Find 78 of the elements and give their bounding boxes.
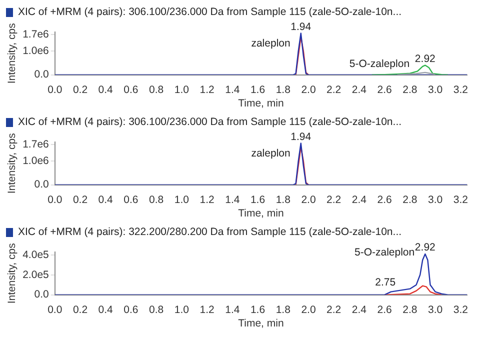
x-tick-label: 2.0 (301, 84, 316, 96)
y-tick-label: 2.0e5 (22, 268, 50, 281)
annotation: 2.75 (375, 276, 396, 288)
x-tick-label: 0.0 (48, 304, 62, 316)
y-tick-label: 1.0e6 (22, 44, 50, 57)
x-tick-label: 1.4 (225, 84, 240, 96)
x-tick-label: 2.6 (377, 194, 392, 206)
y-axis-title: Intensity, cps (6, 23, 18, 84)
x-tick-label: 2.6 (377, 84, 392, 96)
x-tick-label: 0.2 (72, 194, 88, 206)
x-tick-label: 2.2 (326, 194, 342, 206)
x-tick-label: 0.6 (124, 304, 138, 316)
x-tick-label: 3.0 (428, 84, 443, 96)
x-tick-label: 2.4 (352, 194, 367, 206)
x-tick-label: 2.0 (301, 194, 316, 206)
y-tick-label: 0.0 (34, 68, 50, 81)
annotation: zaleplon (251, 38, 290, 50)
x-tick-label: 1.8 (276, 84, 291, 96)
x-tick-label: 3.0 (428, 304, 443, 316)
x-tick-label: 1.6 (250, 84, 266, 96)
x-axis-title: Time, min (238, 208, 284, 220)
x-tick-label: 0.2 (72, 304, 88, 316)
x-tick-label: 2.4 (352, 304, 367, 316)
y-tick-label: 1.7e6 (22, 138, 50, 150)
x-tick-label: 1.4 (225, 304, 240, 316)
x-tick-label: 2.8 (402, 84, 418, 96)
y-tick-label: 0.0 (34, 288, 50, 301)
y-tick-label: 1.7e6 (22, 28, 50, 40)
x-tick-label: 1.0 (174, 194, 190, 206)
x-tick-label: 1.8 (276, 304, 291, 316)
y-axis-title: Intensity, cps (6, 133, 18, 194)
x-tick-label: 1.0 (174, 84, 190, 96)
x-tick-label: 2.4 (352, 84, 367, 96)
x-tick-label: 0.4 (98, 194, 114, 206)
x-tick-label: 2.8 (402, 194, 418, 206)
annotation: zaleplon (251, 148, 290, 160)
x-tick-label: 1.2 (200, 304, 214, 316)
x-tick-label: 1.2 (200, 84, 214, 96)
x-tick-label: 3.2 (453, 194, 468, 206)
annotation: 5-O-zaleplon (354, 246, 415, 259)
annotation: 2.92 (414, 52, 436, 65)
x-axis-title: Time, min (238, 318, 284, 330)
x-tick-label: 0.8 (149, 304, 164, 316)
x-axis-title: Time, min (238, 98, 284, 110)
x-tick-label: 1.2 (200, 194, 214, 206)
x-tick-label: 0.0 (48, 84, 62, 96)
x-tick-label: 0.2 (72, 84, 88, 96)
x-tick-label: 0.6 (124, 194, 138, 206)
y-tick-label: 1.0e6 (22, 154, 50, 167)
x-tick-label: 0.0 (48, 194, 62, 206)
y-tick-label: 4.0e5 (22, 248, 50, 261)
y-tick-label: 0.0 (34, 178, 50, 191)
annotation: 5-O-zaleplon (349, 58, 410, 70)
x-tick-label: 2.6 (377, 304, 392, 316)
chart-title: XIC of +MRM (4 pairs): 322.200/280.200 Da from Sample 115 (zale-5O-zale-10n... (18, 226, 402, 238)
x-tick-label: 0.4 (98, 304, 114, 316)
annotation: 2.92 (414, 242, 436, 254)
x-tick-label: 1.0 (174, 304, 190, 316)
x-tick-label: 3.0 (428, 194, 443, 206)
x-tick-label: 0.8 (149, 194, 164, 206)
y-axis-title: Intensity, cps (6, 243, 18, 304)
x-tick-label: 1.6 (250, 304, 266, 316)
x-tick-label: 2.0 (301, 304, 316, 316)
x-tick-label: 1.8 (276, 194, 291, 206)
x-tick-label: 3.2 (453, 84, 468, 96)
x-tick-label: 0.6 (124, 84, 138, 96)
x-tick-label: 1.6 (250, 194, 266, 206)
chart-title: XIC of +MRM (4 pairs): 306.100/236.000 Da from Sample 115 (zale-5O-zale-10n... (18, 6, 402, 18)
x-tick-label: 0.4 (98, 84, 114, 96)
x-tick-label: 0.8 (149, 84, 164, 96)
annotation: 1.94 (290, 130, 312, 143)
x-tick-label: 2.8 (402, 304, 418, 316)
x-tick-label: 1.4 (225, 194, 240, 206)
annotation: 1.94 (290, 20, 312, 33)
x-tick-label: 3.2 (453, 304, 468, 316)
chart-title: XIC of +MRM (4 pairs): 306.100/236.000 Da from Sample 115 (zale-5O-zale-10n... (18, 116, 402, 128)
x-tick-label: 2.2 (326, 304, 342, 316)
x-tick-label: 2.2 (326, 84, 342, 96)
